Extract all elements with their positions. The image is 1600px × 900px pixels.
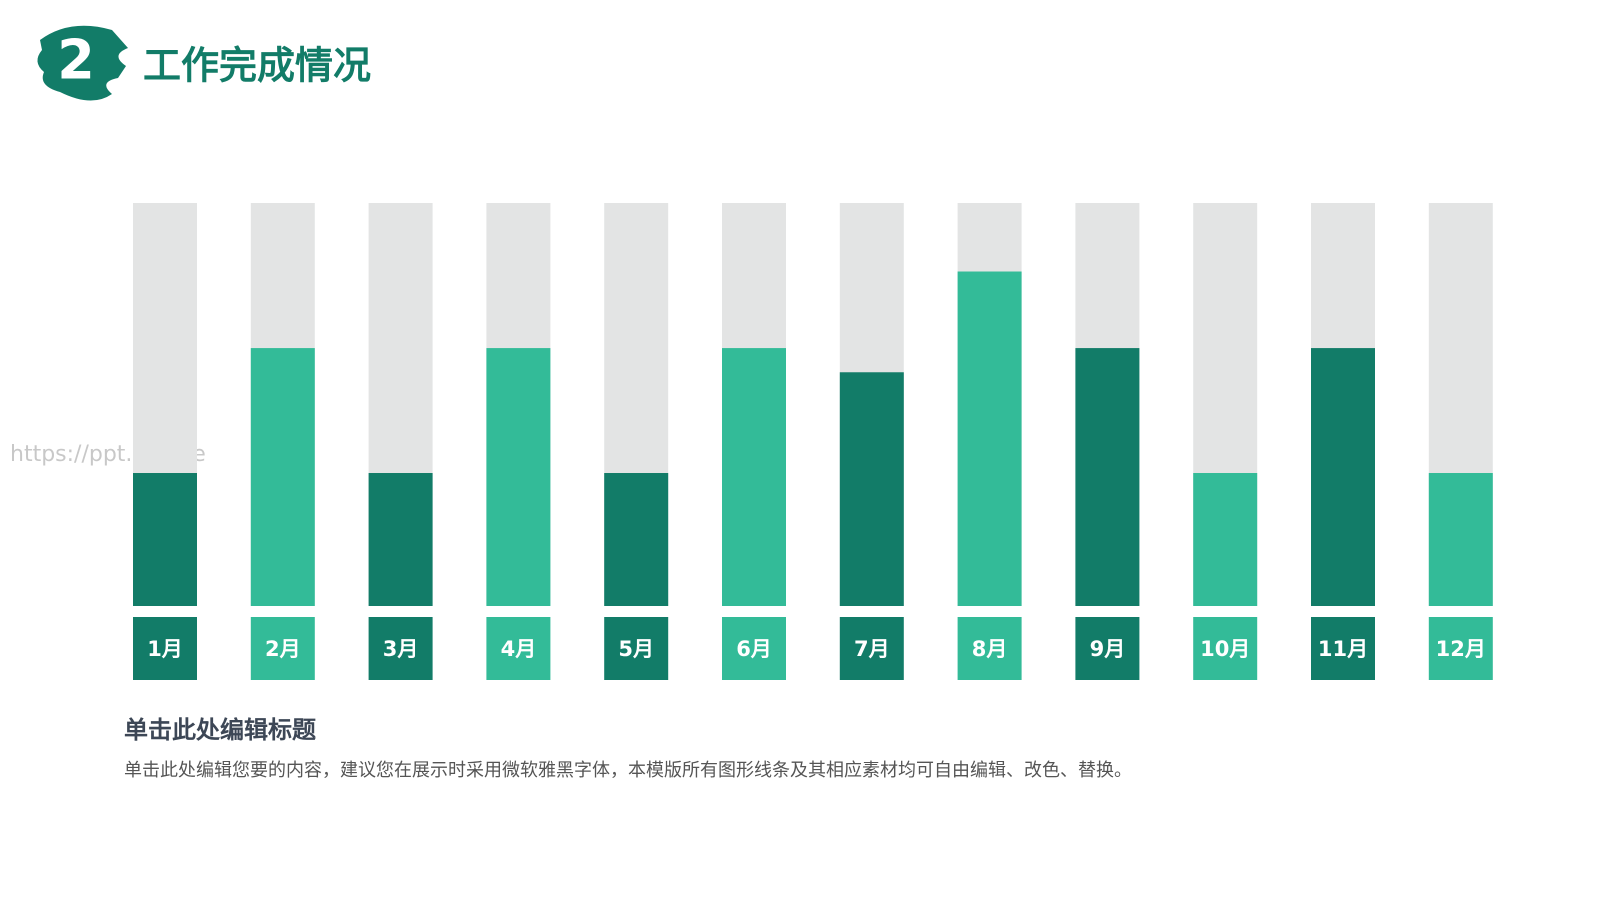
x-tick-label: 8月 <box>972 637 1008 661</box>
bar <box>1193 473 1258 606</box>
body-text: 单击此处编辑您要的内容，建议您在展示时采用微软雅黑字体，本模版所有图形线条及其相… <box>124 760 1132 781</box>
bar <box>957 271 1022 606</box>
category-box <box>1428 617 1493 680</box>
x-tick-label: 9月 <box>1090 637 1126 661</box>
category-box <box>486 617 551 680</box>
x-tick-label: 7月 <box>854 637 890 661</box>
bar <box>1311 348 1375 606</box>
category-box <box>1193 617 1258 680</box>
x-tick-label: 11月 <box>1318 637 1368 661</box>
section-number: 2 <box>57 29 95 92</box>
category-box <box>1075 617 1140 680</box>
category-box <box>133 617 197 680</box>
category-box <box>722 617 786 680</box>
bar <box>486 348 551 606</box>
bar <box>722 348 786 606</box>
chart-title: 工作完成情况 <box>143 44 371 88</box>
category-box <box>368 617 433 680</box>
bar <box>250 348 315 606</box>
category-box <box>604 617 669 680</box>
x-tick-label: 2月 <box>265 637 301 661</box>
bar <box>133 473 197 606</box>
brush-mark <box>37 25 128 101</box>
bar <box>368 473 433 606</box>
category-box <box>250 617 315 680</box>
x-tick-label: 10月 <box>1200 637 1250 661</box>
category-box <box>839 617 904 680</box>
category-box <box>1311 617 1375 680</box>
badge <box>37 25 128 101</box>
bar <box>1075 348 1140 606</box>
x-tick-label: 5月 <box>618 637 654 661</box>
bar <box>839 372 904 606</box>
category-box <box>957 617 1022 680</box>
heading: 单击此处编辑标题 <box>124 716 316 744</box>
bar <box>604 473 669 606</box>
bar <box>1428 473 1493 606</box>
x-tick-label: 1月 <box>147 637 183 661</box>
x-tick-label: 6月 <box>736 637 772 661</box>
x-tick-label: 3月 <box>383 637 419 661</box>
x-tick-label: 4月 <box>501 637 537 661</box>
x-tick-label: 12月 <box>1436 637 1486 661</box>
